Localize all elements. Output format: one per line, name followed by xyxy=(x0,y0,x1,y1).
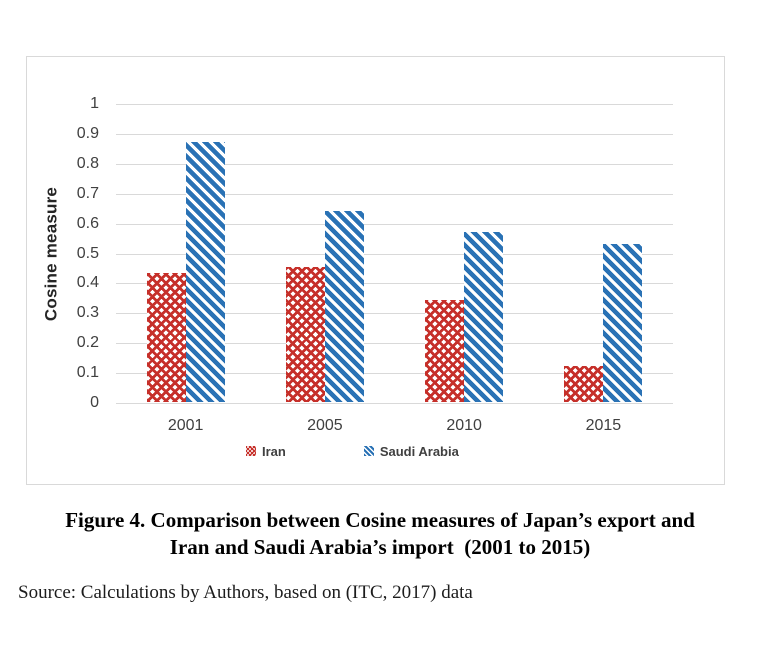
y-tick-label: 0.4 xyxy=(76,274,99,292)
legend-item-iran: Iran xyxy=(246,444,286,459)
figure-caption-line1: Figure 4. Comparison between Cosine meas… xyxy=(65,508,695,532)
y-tick-label: 0.5 xyxy=(76,244,99,262)
y-tick-label: 1 xyxy=(90,95,99,112)
gridline xyxy=(116,343,673,345)
y-tick-label: 0.3 xyxy=(76,304,99,322)
plot-area: 0 0.1 0.2 0.3 0.4 0.5 0.6 0.7 0.8 0.9 1 2001 2005 201… xyxy=(77,95,673,434)
bar-iran-2015 xyxy=(564,366,604,402)
gridline xyxy=(116,193,673,195)
y-tick-label: 0 xyxy=(90,394,99,411)
legend-label: Saudi Arabia xyxy=(379,443,459,459)
gridline xyxy=(116,223,673,225)
gridline xyxy=(116,283,673,285)
x-tick-label: 2001 xyxy=(167,417,204,434)
gridline xyxy=(116,133,673,135)
legend-label: Iran xyxy=(262,443,286,459)
y-tick-label: 0.2 xyxy=(76,334,99,352)
x-tick-label: 2015 xyxy=(585,417,622,434)
legend-marker-diagonal-icon xyxy=(363,446,374,456)
figure-caption-line2: Iran and Saudi Arabia’s import (2001 to … xyxy=(169,535,591,559)
source-note: Source: Calculations by Authors, based o… xyxy=(18,582,473,603)
chart-area: Cosine measure 0 0.1 0.2 0.3 0.4 0.5 0.6 0.7 0.8… xyxy=(26,56,725,485)
gridline xyxy=(116,313,673,315)
gridline xyxy=(116,403,673,404)
gridline xyxy=(116,104,673,105)
y-tick-label: 0.7 xyxy=(76,184,99,202)
legend-item-saudi-arabia: Saudi Arabia xyxy=(363,443,459,459)
bar-iran-2010 xyxy=(425,300,465,402)
figure-caption: Figure 4. Comparison between Cosine meas… xyxy=(0,507,760,561)
bar-iran-2001 xyxy=(146,273,186,402)
legend: Iran Saudi Arabia xyxy=(246,442,459,460)
gridline xyxy=(116,163,673,165)
gridline xyxy=(116,253,673,255)
bar-saudi-arabia-2005 xyxy=(324,210,364,402)
y-tick-label: 0.9 xyxy=(76,124,99,142)
bar-saudi-arabia-2010 xyxy=(464,231,504,402)
gridline xyxy=(116,373,673,375)
x-tick-label: 2005 xyxy=(307,417,343,434)
y-tick-label: 0.8 xyxy=(76,154,99,172)
bar-iran-2005 xyxy=(285,267,325,402)
y-tick-label: 0.6 xyxy=(76,214,99,232)
y-tick-label: 0.1 xyxy=(76,364,99,382)
bar-saudi-arabia-2015 xyxy=(603,243,643,402)
legend-marker-trellis-icon xyxy=(246,446,256,456)
bar-saudi-arabia-2001 xyxy=(185,141,225,402)
x-tick-label: 2010 xyxy=(446,417,482,434)
